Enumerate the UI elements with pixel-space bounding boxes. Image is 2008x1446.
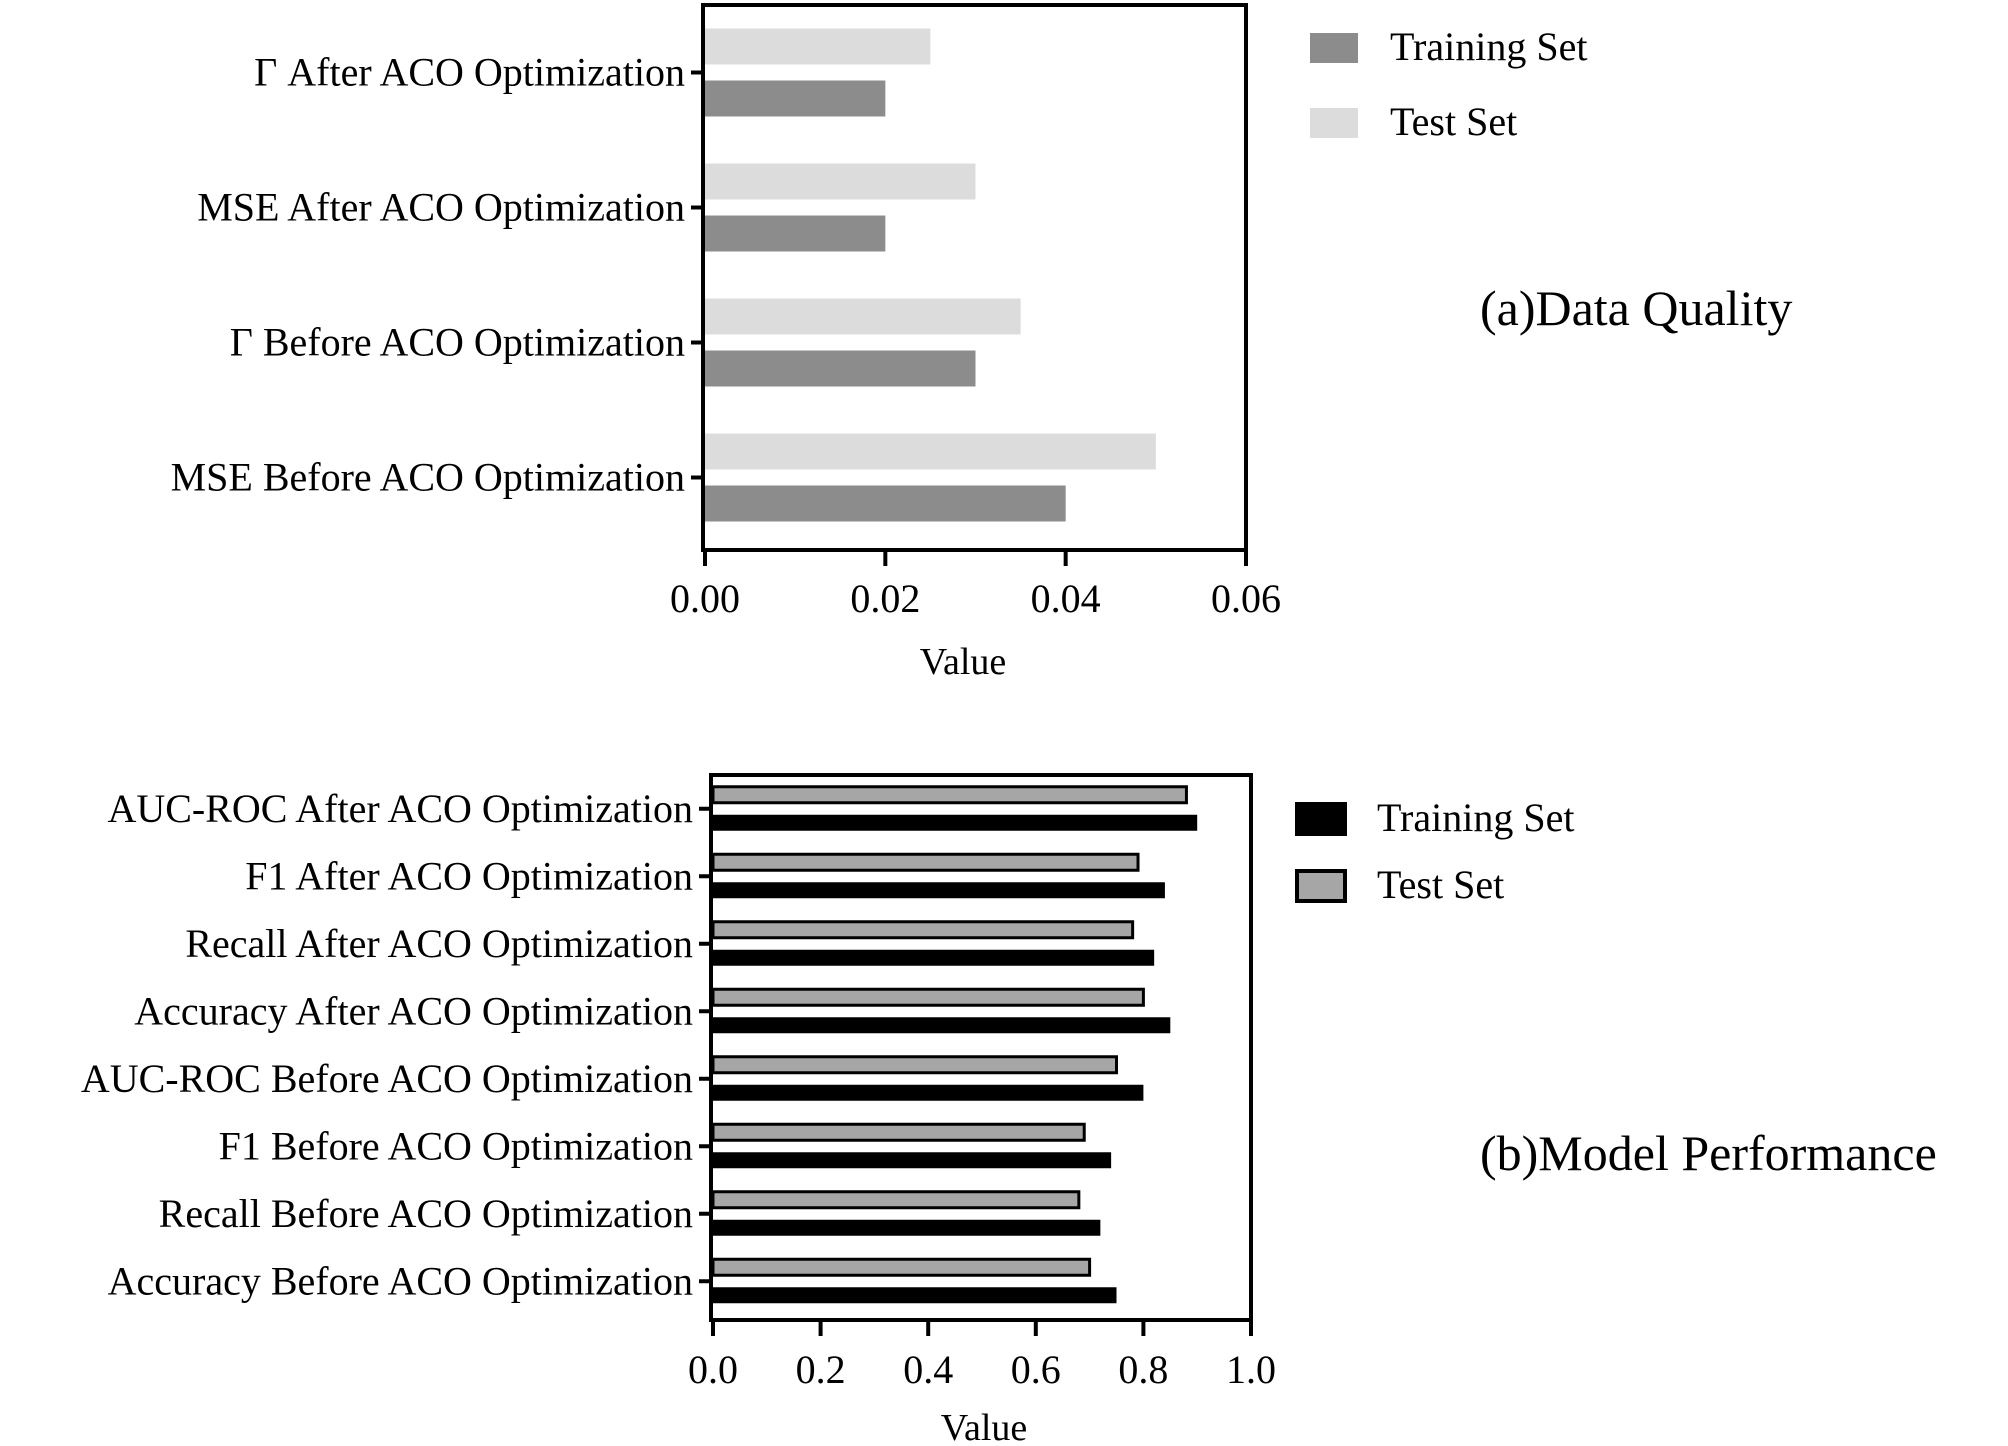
y-tick-label-f1-before-aco-optimization: F1 Before ACO Optimization — [219, 1123, 693, 1168]
x-tick-label: 1.0 — [1226, 1347, 1276, 1392]
legend-swatch-test-set — [1310, 108, 1358, 138]
x-tick-label: 0.6 — [1011, 1347, 1061, 1392]
model-performance-bars — [711, 785, 1198, 1304]
x-tick-label: 0.04 — [1031, 576, 1101, 621]
data-quality-legend: Training Set Test Set — [1310, 24, 1587, 144]
data-quality-plot-frame — [701, 3, 1248, 552]
data-quality-y-axis: Γ After ACO Optimization MSE After ACO Op… — [171, 50, 705, 500]
bar-training-set-f1-before-aco-optimization — [713, 1152, 1112, 1169]
y-tick-label-gamma-before-aco-optimization: Γ Before ACO Optimization — [230, 320, 685, 365]
legend-swatch-training-set — [1295, 802, 1347, 836]
legend-swatch-training-set — [1310, 33, 1358, 63]
bar-test-set-mse-after-aco-optimization — [705, 163, 976, 200]
x-tick-label: 0.0 — [688, 1347, 738, 1392]
model-performance-x-axis-label: Value — [941, 1407, 1028, 1446]
bar-test-set-auc-roc-after-aco-optimization — [711, 785, 1188, 805]
y-tick-label-mse-after-aco-optimization: MSE After ACO Optimization — [197, 185, 685, 230]
y-tick-label-accuracy-before-aco-optimization: Accuracy Before ACO Optimization — [108, 1258, 693, 1303]
model-performance-plot-frame — [709, 773, 1253, 1322]
bar-test-set-recall-before-aco-optimization — [711, 1190, 1081, 1210]
bar-test-set-auc-roc-before-aco-optimization — [711, 1055, 1118, 1075]
bar-test-set-f1-before-aco-optimization — [711, 1122, 1086, 1142]
y-tick-label-auc-roc-after-aco-optimization: AUC-ROC After ACO Optimization — [107, 786, 693, 831]
bar-training-set-mse-before-aco-optimization — [705, 485, 1066, 522]
bar-training-set-recall-after-aco-optimization — [713, 949, 1155, 966]
bar-training-set-auc-roc-before-aco-optimization — [713, 1084, 1144, 1101]
bar-test-set-accuracy-before-aco-optimization — [711, 1257, 1092, 1277]
data-quality-caption: (a)Data Quality — [1480, 280, 1792, 336]
x-tick-label: 0.2 — [796, 1347, 846, 1392]
data-quality-x-axis: 0.00 0.02 0.04 0.06 — [670, 550, 1281, 621]
bar-training-set-recall-before-aco-optimization — [713, 1219, 1101, 1236]
y-tick-label-accuracy-after-aco-optimization: Accuracy After ACO Optimization — [134, 988, 693, 1033]
x-tick-label: 0.4 — [903, 1347, 953, 1392]
data-quality-x-axis-label: Value — [920, 641, 1007, 683]
x-tick-label: 0.00 — [670, 576, 740, 621]
y-tick-label-recall-before-aco-optimization: Recall Before ACO Optimization — [159, 1191, 693, 1236]
model-performance-y-axis: AUC-ROC After ACO Optimization F1 After A… — [81, 786, 713, 1303]
bar-test-set-gamma-after-aco-optimization — [705, 28, 931, 65]
data-quality-chart: Γ After ACO Optimization MSE After ACO Op… — [171, 3, 1792, 683]
bar-test-set-mse-before-aco-optimization — [705, 433, 1156, 470]
x-tick-label: 0.8 — [1118, 1347, 1168, 1392]
legend-label-training-set: Training Set — [1377, 795, 1574, 840]
legend-label-test-set: Test Set — [1390, 99, 1517, 144]
bar-training-set-f1-after-aco-optimization — [713, 882, 1165, 899]
bar-training-set-accuracy-before-aco-optimization — [713, 1287, 1117, 1304]
legend-swatch-test-set — [1295, 869, 1347, 903]
bar-test-set-f1-after-aco-optimization — [711, 852, 1140, 872]
bar-training-set-mse-after-aco-optimization — [705, 215, 886, 252]
bar-test-set-gamma-before-aco-optimization — [705, 298, 1021, 335]
y-tick-label-recall-after-aco-optimization: Recall After ACO Optimization — [185, 921, 693, 966]
model-performance-x-axis: 0.0 0.2 0.4 0.6 0.8 1.0 — [688, 1320, 1276, 1392]
y-tick-label-f1-after-aco-optimization: F1 After ACO Optimization — [245, 853, 693, 898]
y-tick-label-gamma-after-aco-optimization: Γ After ACO Optimization — [254, 50, 685, 95]
bar-training-set-auc-roc-after-aco-optimization — [713, 814, 1198, 831]
model-performance-legend: Training Set Test Set — [1295, 795, 1574, 907]
x-tick-label: 0.02 — [850, 576, 920, 621]
legend-label-training-set: Training Set — [1390, 24, 1587, 69]
bar-training-set-gamma-before-aco-optimization — [705, 350, 976, 387]
model-performance-caption: (b)Model Performance — [1480, 1125, 1937, 1181]
legend-label-test-set: Test Set — [1377, 862, 1504, 907]
bar-test-set-accuracy-after-aco-optimization — [711, 987, 1145, 1007]
bar-training-set-accuracy-after-aco-optimization — [713, 1017, 1171, 1034]
model-performance-chart: AUC-ROC After ACO Optimization F1 After A… — [81, 773, 1937, 1446]
bar-test-set-recall-after-aco-optimization — [711, 920, 1135, 940]
x-tick-label: 0.06 — [1211, 576, 1281, 621]
y-tick-label-mse-before-aco-optimization: MSE Before ACO Optimization — [171, 455, 685, 500]
data-quality-bars — [705, 28, 1156, 522]
bar-training-set-gamma-after-aco-optimization — [705, 80, 886, 117]
y-tick-label-auc-roc-before-aco-optimization: AUC-ROC Before ACO Optimization — [81, 1056, 693, 1101]
